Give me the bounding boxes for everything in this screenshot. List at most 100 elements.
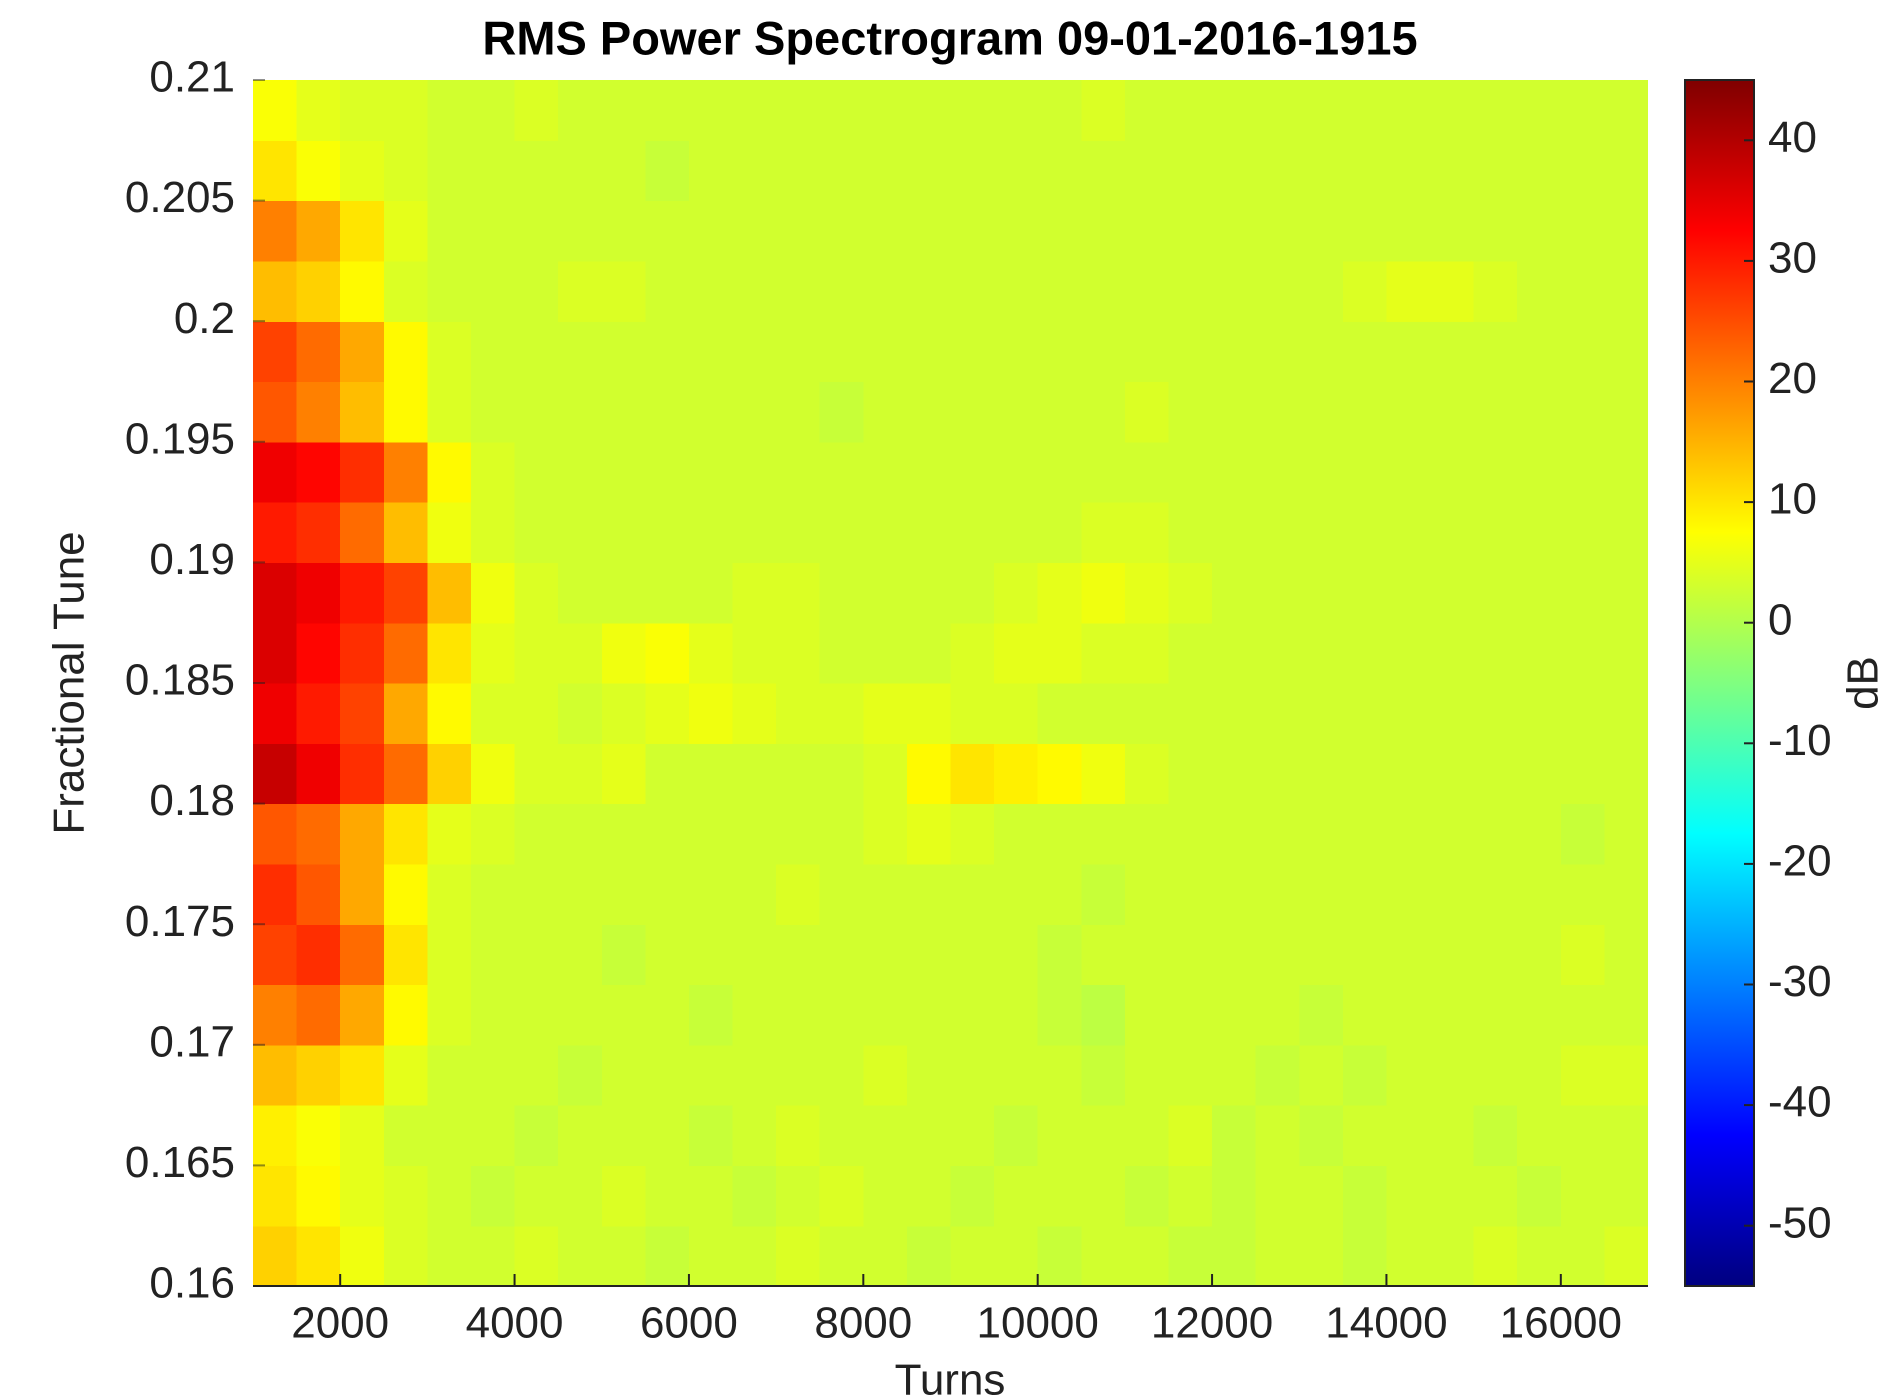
heatmap-cell: [645, 803, 690, 865]
heatmap-cell: [1386, 502, 1431, 563]
heatmap-cell: [470, 502, 516, 563]
heatmap-cell: [1255, 321, 1300, 383]
heatmap-cell: [1299, 260, 1344, 322]
heatmap-cell: [1168, 1044, 1213, 1106]
heatmap-cell: [819, 1225, 864, 1286]
heatmap-cell: [906, 984, 952, 1046]
heatmap-cell: [296, 140, 341, 202]
x-tick-label: 6000: [640, 1299, 738, 1348]
heatmap-cell: [1430, 441, 1475, 503]
heatmap-cell: [732, 1044, 777, 1106]
heatmap-cell: [1037, 502, 1082, 563]
heatmap-cell: [514, 321, 559, 383]
heatmap-cell: [645, 260, 690, 322]
heatmap-cell: [514, 803, 559, 865]
heatmap-cell: [253, 863, 298, 925]
heatmap-cell: [1037, 1105, 1082, 1166]
heatmap-cell: [1517, 622, 1562, 684]
heatmap-cell: [1081, 924, 1126, 986]
heatmap-cell: [1037, 200, 1082, 262]
heatmap-cell: [863, 622, 908, 684]
heatmap-cell: [732, 321, 777, 383]
heatmap-cell: [1255, 562, 1300, 624]
heatmap-cell: [645, 984, 690, 1046]
heatmap-cell: [1081, 1105, 1126, 1166]
heatmap-cell: [558, 803, 603, 865]
heatmap-cell: [1342, 1105, 1388, 1166]
heatmap-cell: [645, 1225, 690, 1286]
heatmap-cell: [470, 381, 516, 443]
heatmap-cell: [688, 200, 734, 262]
heatmap-cell: [558, 1105, 603, 1166]
heatmap-cell: [1386, 743, 1431, 805]
heatmap-cell: [1081, 803, 1126, 865]
heatmap-cell: [732, 1165, 777, 1227]
heatmap-cell: [1560, 863, 1606, 925]
heatmap-cell: [1299, 200, 1344, 262]
heatmap-cell: [994, 743, 1039, 805]
heatmap-cell: [296, 1105, 341, 1166]
heatmap-cell: [1604, 1165, 1648, 1227]
heatmap-cell: [819, 140, 864, 202]
heatmap-cell: [601, 803, 646, 865]
heatmap-cell: [1560, 683, 1606, 744]
heatmap-cell: [1255, 863, 1300, 925]
heatmap-cell: [1517, 321, 1562, 383]
heatmap-cell: [688, 743, 734, 805]
heatmap: [253, 80, 1648, 1286]
heatmap-cell: [906, 321, 952, 383]
heatmap-cell: [1342, 80, 1388, 141]
heatmap-cell: [253, 140, 298, 202]
heatmap-cell: [1212, 803, 1257, 865]
heatmap-cell: [601, 321, 646, 383]
heatmap-cell: [296, 863, 341, 925]
heatmap-cell: [645, 743, 690, 805]
heatmap-cell: [1255, 622, 1300, 684]
heatmap-cell: [601, 441, 646, 503]
heatmap-cell: [1560, 321, 1606, 383]
heatmap-cell: [1081, 80, 1126, 141]
heatmap-cell: [1124, 1044, 1170, 1106]
heatmap-cell: [994, 562, 1039, 624]
heatmap-cell: [1037, 80, 1082, 141]
heatmap-cell: [688, 260, 734, 322]
heatmap-cell: [906, 1044, 952, 1106]
heatmap-cell: [1430, 381, 1475, 443]
heatmap-cell: [514, 984, 559, 1046]
heatmap-cell: [296, 80, 341, 141]
heatmap-cell: [1560, 1105, 1606, 1166]
heatmap-cell: [1081, 622, 1126, 684]
heatmap-cell: [994, 80, 1039, 141]
heatmap-cell: [688, 80, 734, 141]
heatmap-cell: [994, 1165, 1039, 1227]
heatmap-cell: [1386, 622, 1431, 684]
heatmap-cell: [470, 622, 516, 684]
heatmap-cell: [253, 622, 298, 684]
heatmap-cell: [558, 924, 603, 986]
heatmap-cell: [1604, 683, 1648, 744]
heatmap-cell: [1386, 683, 1431, 744]
heatmap-cell: [776, 80, 821, 141]
heatmap-cell: [732, 683, 777, 744]
heatmap-cell: [1604, 924, 1648, 986]
heatmap-cell: [994, 441, 1039, 503]
heatmap-cell: [1386, 441, 1431, 503]
heatmap-cell: [470, 803, 516, 865]
heatmap-cell: [732, 743, 777, 805]
heatmap-cell: [383, 321, 428, 383]
heatmap-cell: [863, 803, 908, 865]
heatmap-cell: [776, 502, 821, 563]
heatmap-cell: [383, 1044, 428, 1106]
heatmap-cell: [1386, 200, 1431, 262]
y-tick-label: 0.175: [125, 897, 235, 946]
heatmap-cell: [1168, 743, 1213, 805]
heatmap-cell: [1124, 1225, 1170, 1286]
heatmap-cell: [1255, 140, 1300, 202]
heatmap-cell: [1081, 1225, 1126, 1286]
heatmap-cell: [906, 441, 952, 503]
heatmap-cell: [1386, 260, 1431, 322]
heatmap-cell: [1430, 80, 1475, 141]
heatmap-cell: [470, 924, 516, 986]
heatmap-cell: [601, 1105, 646, 1166]
heatmap-cell: [863, 683, 908, 744]
